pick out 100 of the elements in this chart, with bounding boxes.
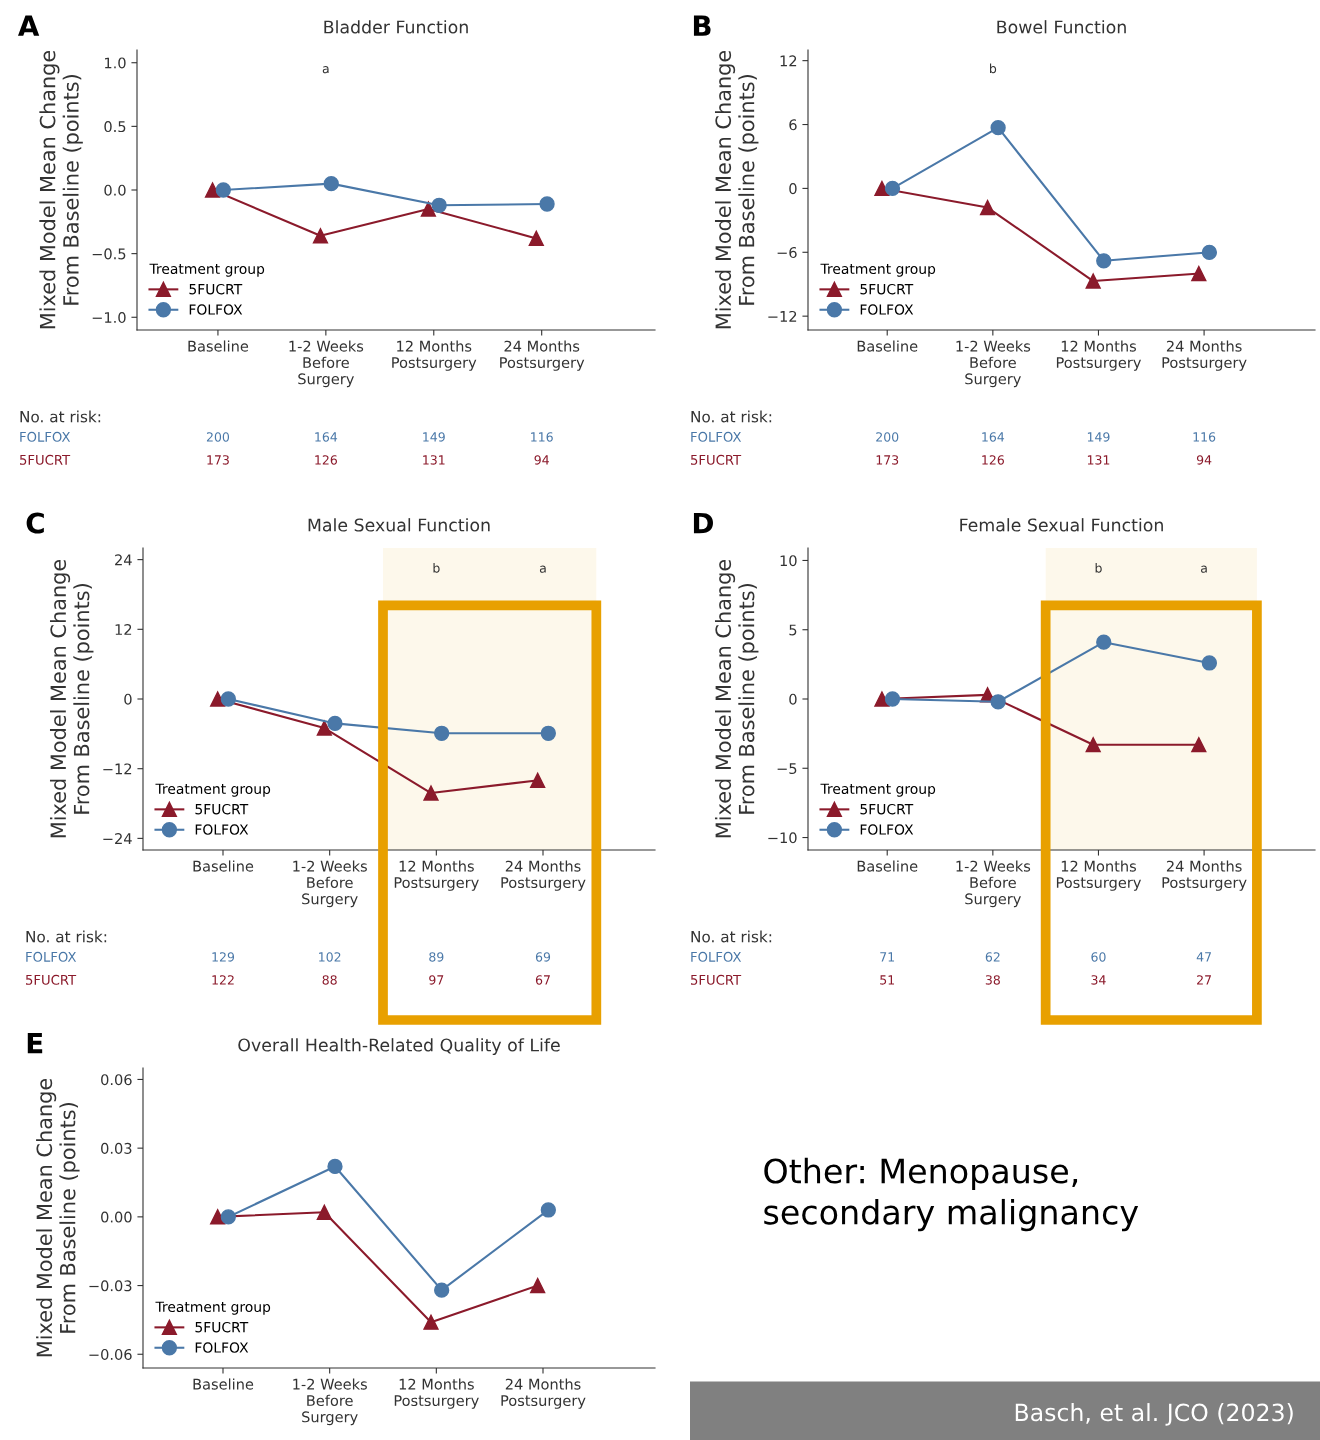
chart-subtitle: A <box>17 15 40 36</box>
y-tick-label: 0 <box>124 693 132 705</box>
y-tick-label: 24 <box>115 554 132 566</box>
y-tick-label: 0.00 <box>101 1211 132 1223</box>
text: 173 <box>207 455 229 465</box>
text: FOLFOX <box>26 951 77 962</box>
y-tick-label: 0 <box>789 693 797 705</box>
y-tick-label: 5 <box>789 624 797 636</box>
y-tick-label: −12 <box>768 310 797 322</box>
text: Basch, et al. JCO (2023) <box>1015 1403 1293 1426</box>
text: 94 <box>1196 455 1212 465</box>
text: 60 <box>1091 952 1106 962</box>
text: 116 <box>1193 432 1216 442</box>
text: 126 <box>315 455 337 465</box>
y-tick-label: 0.5 <box>104 121 126 133</box>
chart-subtitle: D <box>693 512 713 534</box>
annotation: b <box>1095 563 1102 573</box>
y-tick-label: 0.03 <box>101 1142 132 1154</box>
legend-title: Treatment group <box>155 783 271 797</box>
text: No. at risk: <box>20 410 101 423</box>
annotation: b <box>990 63 997 74</box>
y-tick-label: −10 <box>768 832 797 844</box>
text: FOLFOX <box>691 431 742 442</box>
y-tick-label: −5 <box>777 763 797 775</box>
annotation: a <box>322 66 329 74</box>
legend-label: FOLFOX <box>195 824 249 835</box>
chart-title: Female Sexual Function <box>960 518 1163 532</box>
legend-label: FOLFOX <box>860 304 914 315</box>
legend-title: Treatment group <box>155 1301 271 1315</box>
chart-subtitle: C <box>26 512 44 534</box>
text: 67 <box>535 975 550 985</box>
x-tick-label: 12 Months Postsurgery <box>394 1378 479 1409</box>
text: 164 <box>315 432 338 442</box>
legend-label: FOLFOX <box>195 1342 249 1353</box>
y-axis-title: Mixed Model Mean Change From Baseline (points) <box>36 1078 80 1357</box>
y-axis-title: Mixed Model Mean Change From Baseline (points) <box>49 559 94 838</box>
text: 200 <box>876 432 899 442</box>
y-tick-label: 0.06 <box>101 1074 132 1086</box>
legend-label: 5FUCRT <box>860 803 914 815</box>
text: 34 <box>1091 975 1106 985</box>
x-tick-label: 1-2 Weeks Before Surgery <box>956 860 1031 908</box>
legend-title: Treatment group <box>820 783 936 797</box>
chart-subtitle: B <box>693 15 711 36</box>
y-tick-label: −24 <box>103 833 132 844</box>
text: Other: Menopause, secondary malignancy <box>764 1157 1139 1232</box>
y-tick-label: 0.0 <box>104 184 126 196</box>
legend-title: Treatment group <box>820 263 936 277</box>
text: No. at risk: <box>691 410 772 423</box>
legend-label: FOLFOX <box>189 304 243 315</box>
y-tick-label: 12 <box>780 55 797 67</box>
legend-label: 5FUCRT <box>860 283 914 295</box>
y-tick-label: 1.0 <box>104 57 126 69</box>
chart-subtitle: E <box>27 1032 43 1054</box>
x-tick-label: 24 Months Postsurgery <box>1162 860 1247 891</box>
text: FOLFOX <box>20 431 71 442</box>
y-tick-label: −0.5 <box>92 248 126 260</box>
y-axis-title: Mixed Model Mean Change From Baseline (points) <box>714 559 759 838</box>
chart-title: Bladder Function <box>324 20 468 34</box>
text: 173 <box>876 455 899 465</box>
text: 129 <box>212 952 235 962</box>
text: 131 <box>423 455 445 465</box>
y-tick-label: 12 <box>115 624 132 635</box>
text: No. at risk: <box>26 930 107 943</box>
text: 89 <box>429 952 444 962</box>
legend-label: 5FUCRT <box>195 1321 249 1333</box>
text: 51 <box>880 975 895 985</box>
x-tick-label: 24 Months Postsurgery <box>1162 340 1247 371</box>
text: FOLFOX <box>691 951 742 962</box>
text: 88 <box>322 975 337 985</box>
x-tick-label: Baseline <box>188 340 249 352</box>
text: 47 <box>1196 952 1211 962</box>
y-tick-label: −12 <box>103 763 132 775</box>
text: 164 <box>982 432 1005 442</box>
y-tick-label: −1.0 <box>92 311 126 324</box>
y-tick-label: 10 <box>780 555 797 567</box>
text: 27 <box>1197 975 1211 985</box>
text: 131 <box>1087 455 1110 465</box>
chart-title: Male Sexual Function <box>308 518 490 532</box>
legend-label: 5FUCRT <box>195 803 249 815</box>
y-tick-label: 6 <box>789 119 797 131</box>
y-tick-label: −0.06 <box>89 1348 132 1361</box>
legend-title: Treatment group <box>149 263 265 277</box>
y-tick-label: −0.03 <box>89 1280 132 1292</box>
text: 116 <box>531 432 553 442</box>
x-tick-label: Baseline <box>857 340 918 352</box>
text: 5FUCRT <box>691 974 742 985</box>
x-tick-label: 24 Months Postsurgery <box>500 340 585 371</box>
chart-title: Overall Health-Related Quality of Life <box>238 1038 560 1055</box>
x-tick-label: 24 Months Postsurgery <box>501 1378 586 1409</box>
legend-label: 5FUCRT <box>189 283 243 295</box>
x-tick-label: 24 Months Postsurgery <box>501 860 586 891</box>
y-tick-label: −6 <box>777 247 797 259</box>
annotation: a <box>539 565 546 573</box>
x-tick-label: 12 Months Postsurgery <box>392 340 477 371</box>
text: 71 <box>880 952 895 962</box>
text: 149 <box>423 432 445 442</box>
chart-title: Bowel Function <box>997 20 1126 34</box>
x-tick-label: Baseline <box>193 1378 254 1390</box>
x-tick-label: Baseline <box>193 860 254 872</box>
text: 38 <box>985 975 1000 985</box>
